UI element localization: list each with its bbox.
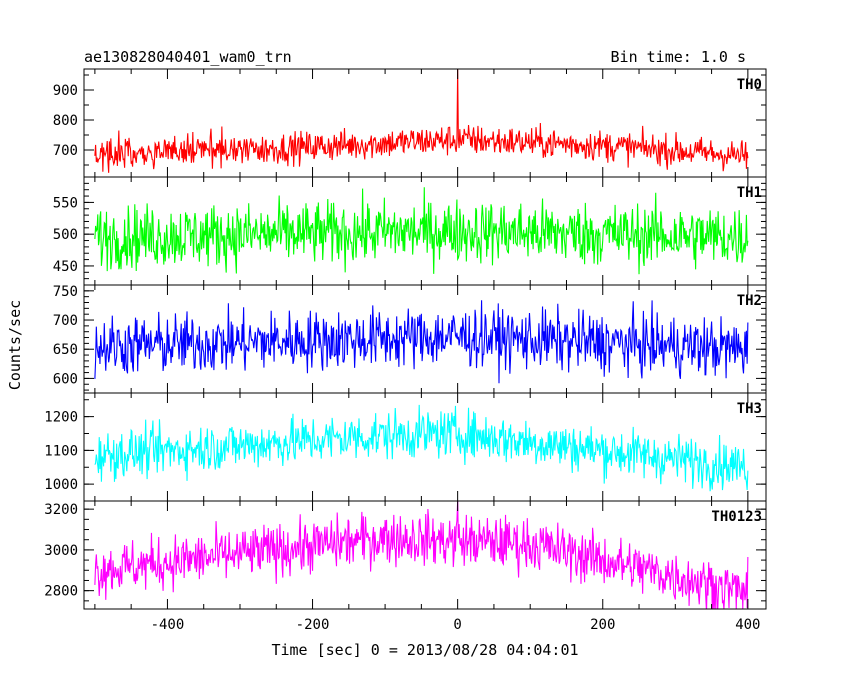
panel-label: TH0 <box>737 77 762 93</box>
y-tick-label: 750 <box>53 284 78 300</box>
panels-group: 700 800 900 TH0 450 500 550 TH1 600 650 700 750 TH2 1… <box>44 68 767 633</box>
panel-th2: 600 650 700 750 TH2 <box>53 284 767 394</box>
bin-time-label: Bin time: 1.0 s <box>611 48 746 66</box>
y-axis-label: Counts/sec <box>6 300 24 390</box>
panel-th3: 1000 1100 1200 TH3 <box>44 392 767 502</box>
panel-label: TH0123 <box>711 509 762 525</box>
y-tick-label: 3200 <box>44 502 78 518</box>
x-tick-label: 400 <box>735 617 760 633</box>
y-tick-label: 3000 <box>44 543 78 559</box>
y-tick-label: 2800 <box>44 584 78 600</box>
x-tick-label: 0 <box>453 617 461 633</box>
x-axis-label: Time [sec] 0 = 2013/08/28 04:04:01 <box>271 641 578 659</box>
panel-label: TH2 <box>737 293 762 309</box>
x-tick-label: -400 <box>151 617 185 633</box>
x-tick-label: 200 <box>590 617 615 633</box>
chart-title: ae130828040401_wam0_trn <box>84 48 292 66</box>
series-th0 <box>94 69 749 173</box>
panel-label: TH1 <box>737 185 762 201</box>
panel-th1: 450 500 550 TH1 <box>53 176 767 286</box>
panel-th0: 700 800 900 TH0 <box>53 68 767 178</box>
panel-th0123: 2800 3000 3200 TH0123 <box>44 500 767 610</box>
y-tick-label: 600 <box>53 371 78 387</box>
series-th1 <box>94 187 749 275</box>
x-tick-label: -200 <box>296 617 330 633</box>
y-tick-label: 700 <box>53 143 78 159</box>
panel-label: TH3 <box>737 401 762 417</box>
series-th0123 <box>94 501 749 609</box>
series-th2 <box>94 300 749 384</box>
y-tick-label: 550 <box>53 195 78 211</box>
y-tick-label: 1000 <box>44 477 78 493</box>
y-tick-label: 900 <box>53 83 78 99</box>
y-tick-label: 800 <box>53 113 78 129</box>
y-tick-label: 450 <box>53 259 78 275</box>
y-tick-label: 650 <box>53 342 78 358</box>
series-th3 <box>94 404 749 492</box>
y-tick-label: 1100 <box>44 443 78 459</box>
y-tick-label: 700 <box>53 313 78 329</box>
panel-frame <box>83 500 767 610</box>
y-tick-label: 500 <box>53 227 78 243</box>
y-tick-label: 1200 <box>44 410 78 426</box>
